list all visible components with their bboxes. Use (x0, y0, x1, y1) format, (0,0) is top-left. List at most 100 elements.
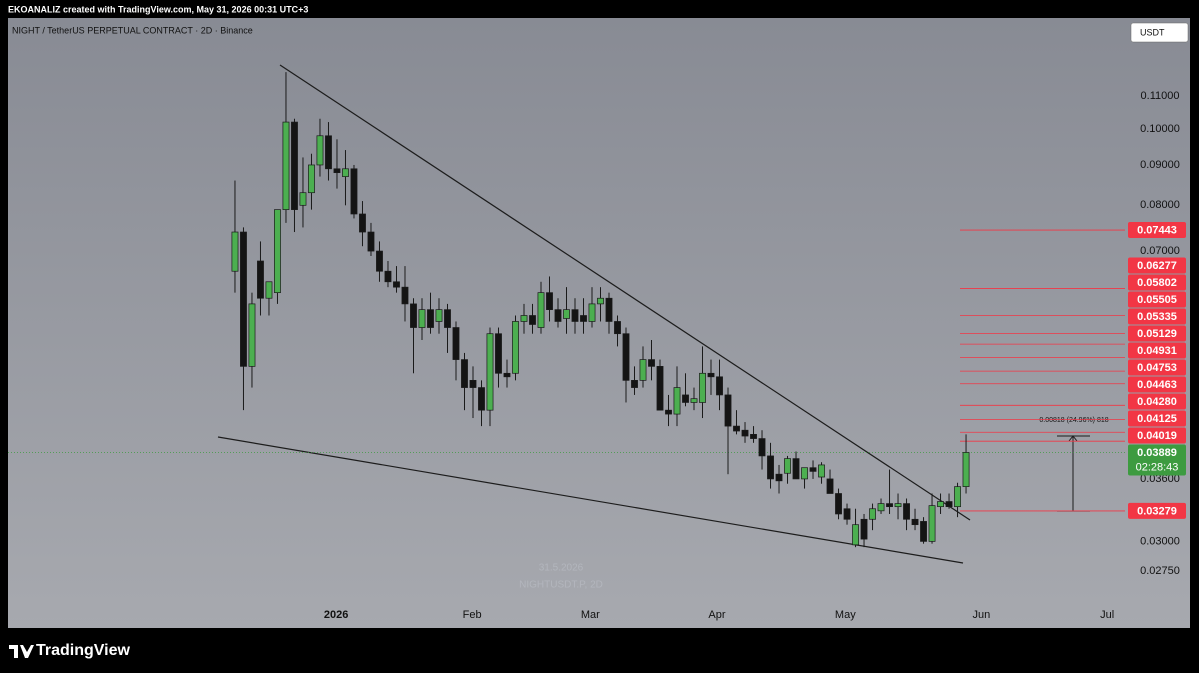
candle-body (920, 521, 927, 542)
candle-body (622, 333, 630, 381)
y-tick-label: 0.03600 (1140, 473, 1180, 485)
candle-body (673, 387, 681, 415)
watermark: NIGHTUSDT.P, 2D (519, 580, 603, 591)
x-tick-label: Jun (972, 609, 990, 621)
candle-body (775, 473, 783, 482)
candle-body (435, 309, 443, 322)
candle-body (282, 121, 290, 210)
candle-body (350, 168, 358, 215)
candle-body (894, 503, 902, 508)
currency-button[interactable] (1130, 22, 1189, 43)
candle-body (792, 458, 800, 480)
price-level-tag (1128, 376, 1186, 393)
candle-body (342, 168, 349, 177)
candle-body (860, 518, 868, 540)
trend-line (217, 436, 964, 564)
candle-body (843, 508, 851, 520)
candle-body (886, 503, 893, 508)
measure-arrow (1068, 435, 1078, 442)
candle-body (427, 309, 434, 328)
candle-body (529, 315, 536, 325)
candle-body (240, 231, 247, 367)
countdown: 02:28:43 (1136, 461, 1179, 473)
price-level-tag (1128, 325, 1186, 342)
candle-body (852, 524, 859, 546)
candle-body (928, 505, 936, 542)
candle-body (316, 135, 324, 166)
candle-body (656, 366, 664, 411)
y-tick-label: 0.02750 (1140, 565, 1180, 577)
candle-body (299, 192, 307, 206)
price-level-tag (1128, 427, 1186, 444)
candle-body (614, 321, 621, 335)
candle-body (571, 309, 579, 322)
candle-body (962, 452, 970, 487)
candle-body (444, 309, 451, 328)
candle-body (359, 213, 366, 233)
candle-body (750, 434, 757, 439)
candle-body (690, 398, 698, 403)
x-tick-label: 2026 (324, 609, 348, 621)
price-level-label: 0.04753 (1137, 362, 1177, 374)
candle-body (401, 286, 409, 305)
candle-body (367, 231, 375, 252)
price-level-tag (1128, 291, 1186, 308)
candle-body (826, 478, 834, 494)
candle-body (784, 458, 791, 474)
price-level-tag (1128, 393, 1186, 410)
price-level-label: 0.05802 (1137, 277, 1177, 289)
price-level-label: 0.05505 (1137, 294, 1177, 306)
candle-body (818, 464, 825, 478)
candle-body (903, 503, 910, 520)
price-level-label: 0.04463 (1137, 379, 1177, 391)
y-tick-label: 0.10000 (1140, 123, 1180, 135)
x-tick-label: Jul (1100, 609, 1114, 621)
candle-body (945, 501, 953, 508)
price-level-label: 0.04931 (1137, 345, 1177, 357)
candle-body (716, 376, 723, 396)
last-price-label: 0.03889 (1137, 447, 1177, 459)
candle-body (478, 387, 485, 411)
candle-body (418, 309, 426, 328)
price-level-label: 0.05129 (1137, 328, 1177, 340)
candle-body (333, 168, 341, 174)
price-level-label: 0.05335 (1137, 311, 1177, 323)
logo-icon (9, 645, 34, 658)
candle-body (554, 309, 562, 322)
candle-body (605, 297, 613, 322)
candle-body (265, 281, 273, 299)
candle-body (376, 250, 383, 272)
candle-body (520, 315, 528, 322)
price-level-tag (1128, 257, 1186, 274)
candle-body (954, 486, 961, 508)
y-tick-label: 0.03000 (1140, 535, 1180, 547)
logo (9, 645, 34, 658)
price-level-tag (1128, 502, 1186, 519)
candle-body (767, 455, 774, 480)
candle-body (597, 297, 604, 305)
candle-body (231, 231, 239, 272)
price-level-label: 0.04280 (1137, 396, 1177, 408)
price-level-tag (1128, 222, 1186, 239)
candle-body (588, 303, 596, 322)
chart-panel (8, 18, 1190, 628)
y-tick-label: 0.09000 (1140, 159, 1180, 171)
candle-body (248, 303, 256, 367)
candle-body (699, 372, 706, 403)
candle-body (537, 292, 545, 328)
candle-body (801, 467, 808, 480)
candle-body (869, 508, 876, 520)
watermark: 31.5.2026 (539, 563, 584, 574)
candle-body (461, 359, 468, 388)
x-tick-label: Apr (708, 609, 725, 621)
y-tick-label: 0.07000 (1140, 245, 1180, 257)
candle-body (469, 380, 477, 388)
candle-body (563, 309, 570, 319)
credit: EKOANALIZ created with TradingView.com, … (8, 4, 308, 14)
measure-label: 0.00818 (24.96%) 818 (1039, 417, 1108, 424)
price-level-label: 0.04019 (1137, 430, 1177, 442)
currency-label[interactable]: USDT (1140, 27, 1165, 37)
last-price-tag (1128, 444, 1186, 476)
candle-body (665, 409, 672, 415)
candle-body (325, 135, 332, 170)
